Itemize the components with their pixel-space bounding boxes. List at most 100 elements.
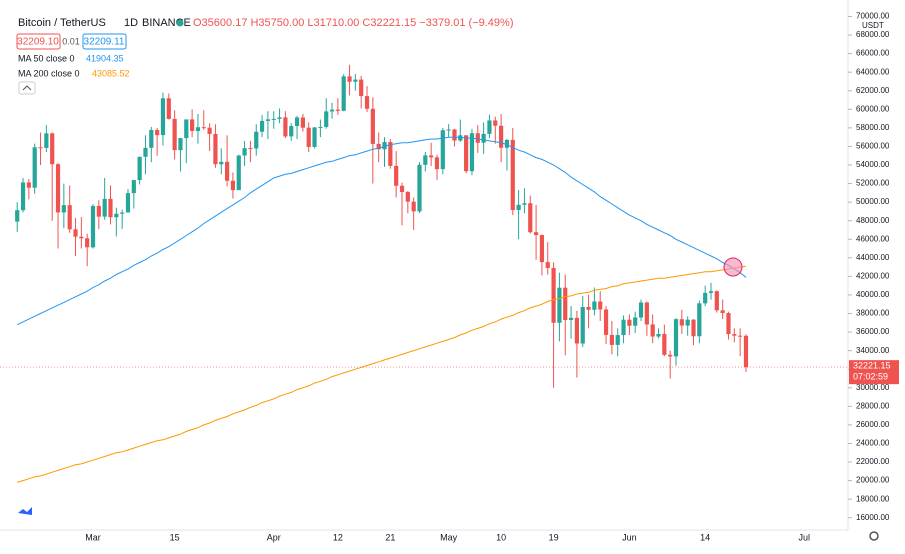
candle-body (114, 213, 119, 218)
currency: USDT (862, 21, 884, 30)
sell-button[interactable] (16, 33, 61, 50)
candle-body (662, 333, 667, 355)
exchange: BINANCE (142, 17, 191, 29)
candle-body (394, 165, 399, 186)
candle-body (370, 108, 375, 144)
candle-body (259, 120, 265, 132)
x-tick-label: 21 (385, 532, 395, 542)
candle-body (90, 205, 96, 248)
candle-body (300, 117, 305, 128)
candle-body (429, 155, 434, 158)
y-tick-label: 30000.00 (856, 383, 890, 392)
candle-body (219, 161, 224, 165)
candle-body (668, 354, 673, 357)
x-tick-label: 12 (333, 532, 343, 542)
candle-body (615, 335, 620, 345)
candle-body (149, 129, 154, 148)
candle-body (318, 126, 323, 128)
candle-body (452, 129, 457, 141)
cross-marker (723, 257, 743, 277)
plot (15, 64, 749, 483)
candle-body (732, 334, 737, 336)
ma-line (17, 265, 747, 483)
candle-body (26, 182, 31, 188)
candle-body (464, 135, 469, 172)
buy-price[interactable]: 32209.11 (84, 37, 125, 48)
candle-body (108, 198, 113, 218)
candle-body (347, 76, 352, 82)
x-tick-label: 19 (549, 532, 559, 542)
candle-body (697, 303, 702, 337)
candle-body (79, 236, 84, 239)
candle-body (679, 319, 684, 326)
y-tick-label: 34000.00 (856, 346, 890, 355)
candle-body (551, 267, 556, 323)
candle-body (627, 319, 632, 326)
candle-body (15, 210, 20, 222)
collapse-button[interactable] (18, 81, 36, 95)
candle-body (440, 130, 445, 170)
x-tick-label: Jul (799, 532, 811, 542)
candle-body (621, 319, 626, 336)
candle-body (434, 157, 440, 170)
y-tick-label: 16000.00 (856, 513, 890, 522)
candle-body (458, 135, 463, 141)
y-tick-label: 48000.00 (856, 216, 890, 225)
candle-body (120, 212, 125, 214)
candle-body (411, 201, 416, 212)
candle-body (294, 117, 300, 127)
y-tick-label: 44000.00 (856, 253, 890, 262)
candle-body (55, 164, 61, 213)
candle-body (504, 139, 510, 148)
candle-body (499, 125, 504, 148)
status-dot (176, 19, 184, 27)
y-tick-label: 64000.00 (856, 67, 890, 76)
candle-body (137, 156, 142, 181)
candle-body (738, 335, 743, 337)
ma50-legend: MA 50 close 0 (18, 53, 75, 63)
x-tick-label: May (440, 532, 458, 542)
ma200-value: 43085.52 (92, 68, 130, 78)
y-tick-label: 38000.00 (856, 309, 890, 318)
last-price-label: 32221.15 (853, 361, 891, 371)
candle-body (609, 334, 614, 345)
candle-body (38, 147, 43, 149)
candle-body (277, 117, 282, 119)
candle-body (533, 232, 539, 236)
candle-body (703, 292, 708, 304)
candle-body (67, 205, 72, 230)
buy-button[interactable] (82, 33, 127, 50)
x-tick-label: 15 (170, 532, 180, 542)
candle-body (510, 139, 515, 211)
candle-body (714, 291, 719, 311)
y-tick-label: 70000.00 (856, 12, 890, 21)
sell-price[interactable]: 32209.10 (17, 37, 59, 48)
candle-body (201, 127, 206, 129)
settings-icon[interactable] (869, 531, 879, 541)
y-tick-label: 42000.00 (856, 271, 890, 280)
candle-body (166, 98, 171, 119)
ohlc-header: O35600.17 H35750.00 L31710.00 C32221.15 … (193, 17, 514, 29)
candle-body (522, 203, 527, 205)
y-tick-label: 22000.00 (856, 457, 890, 466)
y-tick-label: 24000.00 (856, 439, 890, 448)
candle-body (376, 143, 381, 150)
candle-body (673, 319, 679, 357)
countdown: 07:02:59 (853, 372, 888, 382)
candle-body (335, 109, 340, 111)
candle-body (324, 111, 329, 127)
candle-body (44, 133, 49, 148)
candle-body (516, 204, 521, 211)
logo (18, 507, 32, 515)
candle-body (574, 317, 580, 344)
candle-body (190, 119, 195, 131)
candle-body (592, 301, 597, 310)
candle-body (178, 138, 183, 151)
ma200-legend: MA 200 close 0 (18, 68, 80, 78)
candle-body (207, 127, 212, 134)
y-tick-label: 68000.00 (856, 30, 890, 39)
candle-body (312, 127, 317, 147)
candle-body (469, 133, 475, 172)
candle-body (598, 301, 603, 310)
candle-body (726, 313, 731, 335)
